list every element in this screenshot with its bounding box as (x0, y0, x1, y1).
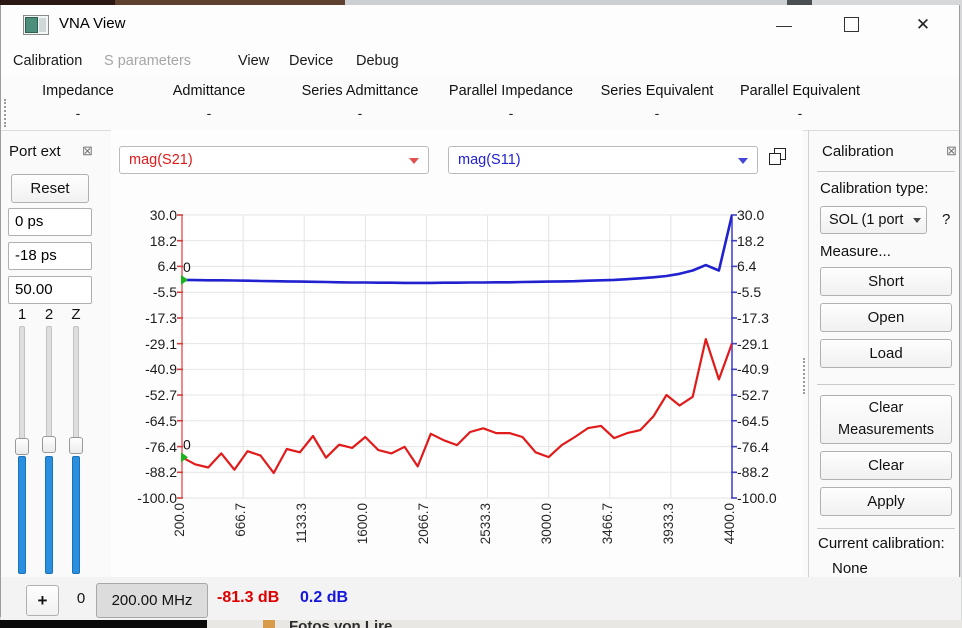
panel-drag-handle[interactable] (803, 358, 809, 394)
maximize-icon (844, 17, 859, 32)
menu-view[interactable]: View (238, 53, 270, 69)
slider-fill (72, 456, 80, 574)
port2-slider[interactable] (42, 326, 56, 574)
calibration-close-icon[interactable]: ⊠ (946, 143, 957, 158)
maximize-button[interactable] (835, 11, 869, 39)
s11-marker-value: 0.2 dB (300, 589, 349, 606)
port1-slider[interactable] (15, 326, 29, 574)
port2-ext-input[interactable]: -18 ps (8, 242, 92, 270)
port-ext-close-icon[interactable]: ⊠ (82, 143, 93, 158)
slider-handle[interactable] (15, 438, 29, 455)
background-window-title: Fotos von Lire (289, 620, 392, 628)
readout-impedance: Impedance - (42, 83, 114, 121)
slider-handle[interactable] (42, 436, 56, 453)
measure-short-button[interactable]: Short (820, 267, 952, 296)
calibration-title: Calibration (822, 143, 894, 160)
calibration-help-link[interactable]: ? (942, 211, 951, 228)
slider-track (73, 326, 79, 442)
title-bar[interactable]: VNA View ✕ (1, 5, 959, 45)
sweep-chart[interactable]: 00 (111, 130, 803, 577)
marker-frequency-button[interactable]: 200.00 MHz (96, 583, 208, 618)
current-calibration-value: None (832, 560, 868, 577)
menu-device[interactable]: Device (289, 53, 334, 69)
port1-ext-input[interactable]: 0 ps (8, 208, 92, 236)
readout-admittance: Admittance - (172, 83, 246, 121)
separator (817, 171, 955, 172)
chevron-down-icon (409, 158, 419, 164)
clear-measurements-button[interactable]: Clear Measurements (820, 395, 952, 444)
app-icon (23, 15, 49, 35)
background-strip (0, 0, 115, 5)
slider-track (19, 326, 25, 442)
measure-load-button[interactable]: Load (820, 339, 952, 368)
trace1-value: mag(S21) (129, 152, 193, 168)
slider-fill (18, 456, 26, 574)
svg-text:0: 0 (183, 259, 191, 275)
menu-debug[interactable]: Debug (356, 53, 399, 69)
taskbar-strip (0, 620, 207, 628)
slider-label-z: Z (71, 306, 81, 323)
slider-fill (45, 456, 53, 574)
slider-handle[interactable] (69, 437, 83, 454)
svg-text:0: 0 (183, 436, 191, 452)
add-marker-button[interactable]: + (26, 585, 59, 616)
slider-label-2: 2 (44, 306, 54, 323)
background-strip (345, 0, 787, 5)
calibration-type-label: Calibration type: (820, 180, 929, 197)
readout-parallel-equivalent: Parallel Equivalent - (739, 83, 861, 121)
menu-s-parameters[interactable]: S parameters (104, 53, 192, 69)
measure-open-button[interactable]: Open (820, 303, 952, 332)
measure-label: Measure... (820, 243, 891, 260)
s21-marker-value: -81.3 dB (217, 589, 280, 606)
menu-bar: Calibration S parameters View Device Deb… (1, 45, 959, 78)
port-ext-title: Port ext (9, 143, 61, 160)
popout-window-icon[interactable] (769, 148, 789, 168)
folder-icon (263, 620, 275, 628)
readout-series-equivalent: Series Equivalent - (600, 83, 714, 121)
minimize-button[interactable] (767, 11, 801, 39)
menu-calibration[interactable]: Calibration (13, 53, 83, 69)
toolbar-drag-handle[interactable] (4, 99, 10, 127)
trace2-value: mag(S11) (458, 152, 521, 168)
port-ext-panel: Port ext ⊠ Reset 0 ps -18 ps 50.00 1 2 Z (1, 130, 111, 577)
window-title: VNA View (59, 15, 126, 32)
impedance-slider[interactable] (69, 326, 83, 574)
background-window-strip: Fotos von Lire (207, 620, 962, 628)
impedance-input[interactable]: 50.00 (8, 276, 92, 304)
marker-index: 0 (76, 590, 86, 607)
trace1-selector[interactable]: mag(S21) (119, 146, 429, 174)
readout-parallel-impedance: Parallel Impedance - (448, 83, 574, 121)
separator (817, 528, 955, 529)
chevron-down-icon (913, 218, 921, 223)
trace2-selector[interactable]: mag(S11) (448, 146, 758, 174)
separator (817, 384, 955, 385)
readout-toolbar: Impedance - Admittance - Series Admittance… (1, 77, 959, 131)
minimize-icon (776, 26, 792, 27)
reset-button[interactable]: Reset (11, 174, 89, 203)
close-button[interactable]: ✕ (906, 11, 940, 39)
close-icon: ✕ (915, 15, 931, 34)
vna-view-window: VNA View ✕ Calibration S parameters View… (0, 5, 961, 621)
clear-button[interactable]: Clear (820, 451, 952, 480)
current-calibration-label: Current calibration: (818, 535, 945, 552)
background-strip (115, 0, 345, 5)
calibration-panel: Calibration ⊠ Calibration type: SOL (1 p… (803, 130, 961, 577)
status-bar: + 0 200.00 MHz -81.3 dB 0.2 dB (1, 577, 961, 621)
slider-label-1: 1 (17, 306, 27, 323)
background-strip (812, 0, 962, 5)
background-strip (787, 0, 812, 5)
chevron-down-icon (738, 158, 748, 164)
readout-series-admittance: Series Admittance - (301, 83, 419, 121)
calibration-type-select[interactable]: SOL (1 port (820, 206, 927, 234)
apply-button[interactable]: Apply (820, 487, 952, 516)
slider-track (46, 326, 52, 442)
